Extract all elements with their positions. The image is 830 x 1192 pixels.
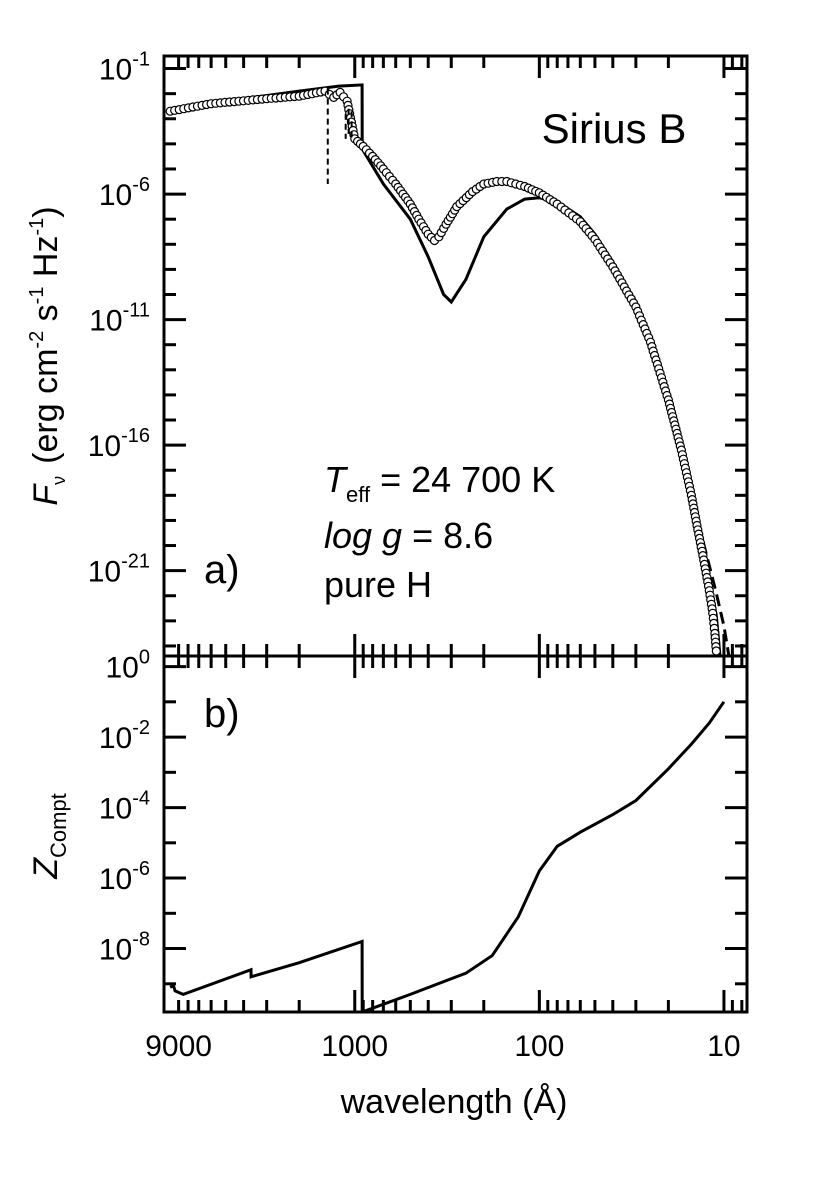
panel-a-y-tick-labels: 10-1 10-6 10-11 10-16 10-21 xyxy=(88,49,150,589)
panel-a-label: a) xyxy=(204,548,240,592)
svg-text:ZCompt: ZCompt xyxy=(27,793,71,880)
svg-text:Fν(erg cm-2 s-1 Hz-1): Fν(erg cm-2 s-1 Hz-1) xyxy=(26,206,69,505)
x-tick-labels: 9000 1000 100 10 xyxy=(145,1030,740,1063)
x-tick-label: 10 xyxy=(707,1030,740,1063)
data-point xyxy=(711,646,721,656)
model-spectrum-line xyxy=(169,83,722,656)
panel-a: 10-1 10-6 10-11 10-16 10-21 Sirius B a) Teff… xyxy=(26,49,749,658)
panel-b-y-tick-label: 10-2 xyxy=(99,717,150,755)
panel-b-frame xyxy=(162,654,749,1014)
dashed-extension-line xyxy=(666,402,731,656)
panel-a-y-axis-label: Fν(erg cm-2 s-1 Hz-1) xyxy=(26,206,69,505)
panel-b: 100 10-2 10-4 10-6 10-8 9000 1000 100 10 b) ZCo… xyxy=(27,647,749,1121)
annotation-teff: Teff = 24 700 K xyxy=(324,459,555,507)
x-axis-label: wavelength (Å) xyxy=(340,1083,568,1121)
panel-a-title: Sirius B xyxy=(542,105,687,152)
panel-a-y-tick-label: 10-11 xyxy=(89,300,150,338)
panel-a-series xyxy=(165,83,731,656)
panel-b-y-tick-label: 10-6 xyxy=(99,858,150,896)
panel-a-y-tick-label: 10-1 xyxy=(99,49,150,87)
panel-b-y-tick-labels: 100 10-2 10-4 10-6 10-8 xyxy=(99,647,150,967)
panel-b-label: b) xyxy=(204,692,240,736)
panel-a-ticks xyxy=(164,56,747,656)
panel-a-y-tick-label: 10-21 xyxy=(88,551,150,589)
panel-b-y-tick-label: 10-8 xyxy=(99,929,150,967)
panel-a-y-tick-label: 10-16 xyxy=(88,425,150,463)
panel-b-y-tick-label: 10-4 xyxy=(99,788,150,826)
panel-a-y-tick-label: 10-6 xyxy=(99,174,150,212)
annotation-composition: pure H xyxy=(324,564,432,605)
circle-markers xyxy=(165,86,721,656)
x-tick-label: 9000 xyxy=(145,1030,212,1063)
x-tick-label: 1000 xyxy=(321,1030,388,1063)
panel-b-y-axis-label: ZCompt xyxy=(27,793,71,880)
compton-parameter-line xyxy=(169,700,726,1012)
panel-b-series xyxy=(169,700,726,1012)
panel-b-ticks xyxy=(164,656,747,1012)
x-tick-label: 100 xyxy=(514,1030,564,1063)
annotation-logg: log g = 8.6 xyxy=(324,515,493,556)
panel-b-y-tick-label: 100 xyxy=(106,647,151,685)
